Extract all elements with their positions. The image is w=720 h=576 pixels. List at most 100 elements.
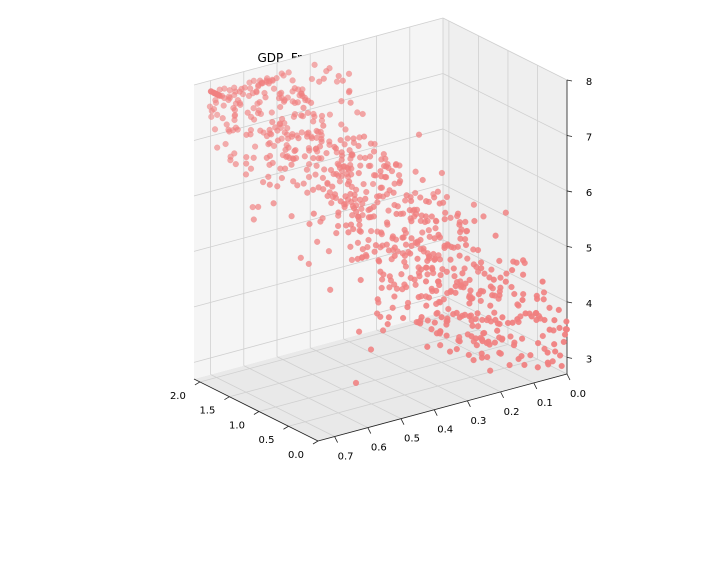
data-point (422, 213, 430, 220)
data-point (338, 149, 345, 156)
data-point (385, 314, 393, 321)
x-tick-mark (194, 381, 201, 386)
data-point (335, 222, 342, 230)
data-point (381, 163, 388, 170)
y-tick-label: 0.6 (371, 443, 387, 454)
data-point (333, 78, 341, 85)
data-point (447, 256, 454, 263)
data-point (360, 181, 367, 188)
data-point (413, 210, 420, 218)
data-point (454, 243, 461, 250)
data-point (385, 207, 392, 214)
data-point (425, 294, 433, 301)
data-point (277, 103, 284, 111)
data-point (344, 135, 351, 142)
data-point (282, 165, 289, 172)
data-point (400, 314, 407, 322)
data-point (341, 204, 348, 211)
grid-line-y-floor (276, 356, 402, 420)
data-point (378, 284, 385, 292)
data-point (214, 111, 221, 118)
x-tick-mark (312, 440, 319, 445)
data-point (249, 204, 256, 211)
data-point (443, 193, 451, 201)
data-point (304, 189, 311, 196)
data-point (300, 104, 307, 111)
data-point (371, 248, 378, 255)
data-point (231, 150, 238, 157)
data-point (391, 293, 398, 300)
data-point (317, 218, 324, 225)
data-point (362, 154, 369, 162)
data-point (208, 113, 215, 120)
data-point (443, 332, 450, 339)
data-point (295, 135, 302, 142)
data-point (214, 144, 221, 151)
data-point (541, 316, 548, 324)
data-point (285, 69, 292, 76)
data-point (497, 350, 504, 357)
data-point (378, 229, 385, 236)
z-tick-mark (566, 135, 573, 137)
grid-line-x-floor (229, 329, 479, 398)
data-point (270, 85, 278, 92)
data-point (281, 97, 288, 104)
x-tick-mark (283, 425, 289, 430)
data-point (468, 295, 475, 302)
data-point (248, 113, 255, 121)
data-point (305, 173, 313, 181)
data-point (380, 327, 387, 334)
data-point (310, 210, 317, 217)
y-tick-mark (566, 373, 571, 381)
data-point (436, 330, 443, 337)
data-point (456, 314, 463, 321)
data-point (320, 122, 327, 129)
data-point (400, 210, 407, 217)
data-point (304, 109, 312, 117)
data-point (425, 253, 433, 260)
data-point (348, 256, 356, 264)
data-point (288, 213, 295, 220)
data-point (388, 168, 396, 175)
data-point (354, 255, 361, 263)
data-point (533, 295, 541, 303)
data-point (433, 300, 440, 308)
data-point (423, 198, 430, 205)
data-point (513, 259, 520, 266)
data-point (367, 140, 375, 147)
data-point (492, 232, 499, 239)
grid-line-x-floor (288, 358, 538, 427)
data-point (266, 181, 273, 188)
data-point (315, 184, 322, 191)
data-point (350, 205, 358, 212)
data-point (243, 160, 250, 167)
data-point (367, 346, 375, 353)
data-point (488, 266, 495, 273)
data-point (306, 161, 313, 168)
data-point (220, 102, 227, 109)
data-point (494, 327, 501, 334)
data-point (355, 142, 362, 150)
data-point (546, 304, 553, 311)
data-point (470, 246, 477, 253)
data-point (371, 172, 378, 179)
data-point (544, 349, 551, 356)
data-point (508, 283, 515, 291)
data-point (363, 188, 370, 196)
data-point (478, 354, 486, 361)
data-point (456, 338, 463, 345)
data-point (219, 115, 226, 122)
data-point (401, 226, 408, 234)
data-point (412, 281, 419, 288)
data-point (468, 333, 475, 340)
data-point (315, 155, 322, 162)
data-point (230, 104, 237, 112)
data-point (473, 342, 480, 349)
z-tick-mark (566, 79, 573, 82)
data-point (383, 219, 391, 226)
data-point (436, 200, 443, 207)
data-point (304, 133, 311, 140)
data-point (345, 70, 353, 77)
data-point (397, 177, 404, 185)
data-point (337, 137, 344, 144)
